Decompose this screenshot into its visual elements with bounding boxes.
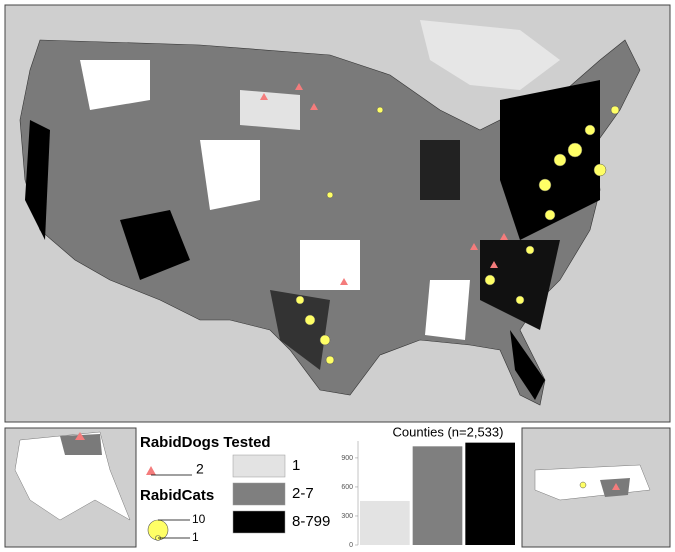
cat-size-label: 10	[192, 512, 206, 526]
class-label: 1	[292, 457, 300, 474]
y-tick-label: 300	[341, 513, 353, 520]
cat-size-label: 1	[192, 530, 199, 544]
dog-symbol	[146, 466, 156, 475]
y-tick-label: 0	[349, 542, 353, 549]
alaska-patch	[60, 434, 102, 455]
class-swatch	[232, 482, 286, 506]
pr-dog	[612, 483, 620, 490]
lakes-region	[420, 20, 560, 90]
cats-title: RabidCats	[140, 487, 214, 504]
class-swatch	[232, 454, 286, 478]
chart-title: Counties (n=2,533)	[393, 424, 504, 439]
class-label: 8-799	[292, 513, 330, 530]
y-tick-label: 900	[341, 455, 353, 462]
bar	[412, 446, 463, 545]
bar	[465, 442, 515, 545]
y-tick-label: 600	[341, 484, 353, 491]
dog-size-label: 2	[196, 461, 204, 477]
county-patches	[25, 60, 600, 400]
class-swatch	[232, 510, 286, 534]
class-legend: 1 2-7 8-799	[232, 454, 330, 534]
alaska-dog	[75, 432, 85, 440]
pr-cat	[579, 481, 587, 489]
dogs-title: RabidDogs Tested	[140, 434, 271, 451]
histogram: 0 300 600 900 Counties (n=2,533)	[341, 424, 515, 549]
bar	[360, 500, 410, 545]
class-label: 2-7	[292, 485, 314, 502]
cat-markers	[295, 105, 620, 365]
